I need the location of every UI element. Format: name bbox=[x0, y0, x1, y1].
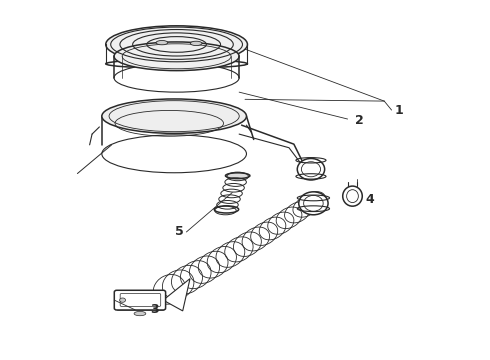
Ellipse shape bbox=[106, 59, 247, 68]
Ellipse shape bbox=[156, 41, 168, 45]
Text: 4: 4 bbox=[365, 193, 374, 206]
Text: 3: 3 bbox=[150, 303, 159, 316]
Ellipse shape bbox=[114, 42, 239, 71]
Ellipse shape bbox=[134, 311, 146, 316]
Ellipse shape bbox=[114, 63, 239, 92]
Ellipse shape bbox=[343, 186, 362, 206]
Ellipse shape bbox=[102, 135, 246, 173]
Ellipse shape bbox=[120, 298, 125, 302]
FancyBboxPatch shape bbox=[114, 290, 166, 310]
Ellipse shape bbox=[297, 158, 325, 180]
Text: 2: 2 bbox=[355, 114, 364, 127]
Polygon shape bbox=[163, 279, 190, 311]
Ellipse shape bbox=[227, 172, 248, 181]
Text: 1: 1 bbox=[394, 104, 403, 117]
Ellipse shape bbox=[106, 26, 247, 63]
Text: 5: 5 bbox=[174, 225, 183, 238]
Ellipse shape bbox=[102, 99, 246, 134]
Ellipse shape bbox=[299, 192, 328, 215]
Ellipse shape bbox=[190, 41, 202, 45]
